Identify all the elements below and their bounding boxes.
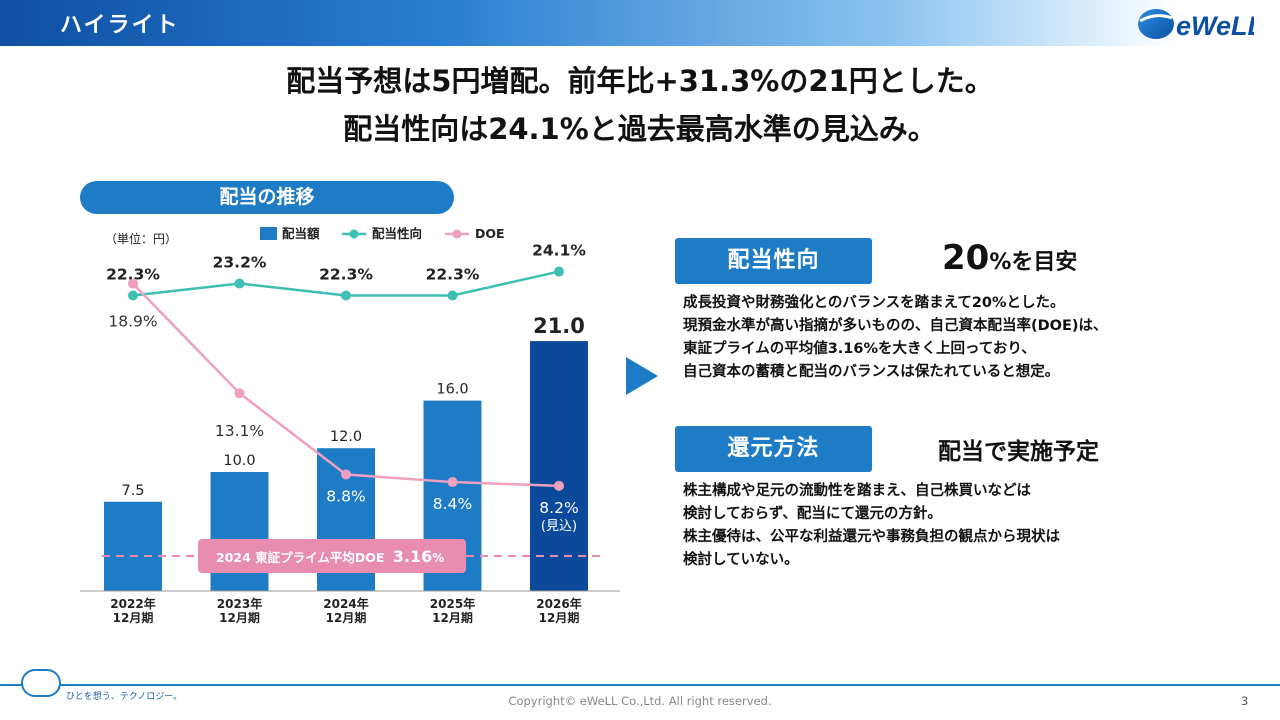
point-payout-ratio (447, 290, 458, 301)
page-number: 3 (1241, 694, 1249, 708)
bar-value-label: 7.5 (121, 483, 144, 499)
point-doe (128, 278, 138, 289)
footer-line (0, 684, 1280, 686)
legend-marker-doe (452, 229, 462, 239)
footer-logo-mark (0, 669, 61, 697)
bar-value-label: 10.0 (223, 453, 255, 469)
doe-label: 8.2% (539, 499, 578, 517)
payout-ratio-label: 24.1% (532, 242, 586, 260)
chart-section-title: 配当の推移 (80, 181, 454, 214)
legend-swatch-bar (260, 227, 277, 240)
point-payout-ratio (341, 290, 351, 301)
point-doe (554, 480, 564, 491)
x-tick-label: 12月期 (432, 610, 473, 625)
return-line: 株主優待は、公平な利益還元や事務負担の観点から現状は (683, 529, 1060, 545)
bar-dividend (104, 501, 162, 591)
return-method-description: 株主構成や足元の流動性を踏まえ、自己株買いなどは 検討しておらず、配当にて還元の… (683, 480, 1060, 572)
payout-target: 20%を目安 (942, 238, 1077, 278)
return-method-value: 配当で実施予定 (938, 439, 1099, 465)
return-method-label: 還元方法 (675, 426, 872, 472)
payout-description: 成長投資や財務強化とのバランスを踏まえて20%とした。 現預金水準が高い指摘が多… (683, 292, 1108, 384)
footer-tagline: ひとを想う、テクノロジー。 (66, 692, 183, 702)
doe-label: 13.1% (215, 422, 264, 440)
doe-label: 8.8% (326, 488, 365, 506)
dividend-chart: （単位：円） 配当額 配当性向 DOE 7.5 10.0 12.0 16.0 21.0 2024 … (80, 226, 620, 625)
bar-value-label: 16.0 (436, 382, 468, 398)
x-tick-label: 2023年 (217, 596, 262, 611)
headline-line-2: 配当性向は24.1%と過去最高水準の見込み。 (343, 112, 937, 146)
forecast-note: (見込) (541, 519, 577, 534)
payout-line: 成長投資や財務強化とのバランスを踏まえて20%とした。 (683, 295, 1065, 311)
payout-ratio-label: 22.3% (426, 266, 480, 284)
payout-target-number: 20 (942, 238, 990, 278)
payout-line: 現預金水準が高い指摘が多いものの、自己資本配当率(DOE)は、 (683, 318, 1108, 334)
x-tick-label: 2025年 (430, 596, 475, 611)
page-section-title: ハイライト (60, 13, 180, 38)
payout-ratio-label: 23.2% (213, 254, 267, 272)
point-payout-ratio (128, 290, 138, 301)
payout-line: 自己資本の蓄積と配当のバランスは保たれていると想定。 (683, 364, 1060, 380)
reference-label-box (198, 539, 466, 573)
payout-target-unit: %を目安 (989, 250, 1078, 275)
bar-dividend (210, 472, 269, 591)
point-doe (341, 469, 351, 480)
payout-ratio-label: 配当性向 (675, 238, 872, 284)
point-doe (447, 477, 458, 488)
headline-line-1: 配当予想は5円増配。前年比+31.3%の21円とした。 (286, 64, 994, 98)
x-tick-label: 12月期 (219, 610, 260, 625)
point-payout-ratio (554, 266, 564, 277)
ewell-logo: eWeLL (1138, 9, 1254, 41)
doe-label: 18.9% (108, 313, 157, 331)
bar-value-label: 21.0 (533, 314, 585, 338)
legend-label: 配当額 (282, 226, 320, 241)
payout-ratio-label: 22.3% (106, 266, 160, 284)
x-tick-label: 2022年 (110, 596, 155, 611)
legend-label: DOE (475, 226, 505, 241)
reference-label: 2024 東証プライム平均DOE 3.16% (216, 547, 444, 566)
x-tick-label: 12月期 (539, 610, 580, 625)
logo-text: eWeLL (1176, 11, 1254, 41)
header-band (0, 0, 1280, 46)
return-line: 検討していない。 (683, 552, 799, 568)
return-line: 株主構成や足元の流動性を踏まえ、自己株買いなどは (683, 483, 1031, 499)
legend-marker-payout (349, 229, 359, 239)
unit-label: （単位：円） (105, 231, 177, 246)
x-tick-label: 2026年 (536, 596, 581, 611)
doe-label: 8.4% (433, 495, 472, 513)
payout-line: 東証プライムの平均値3.16%を大きく上回っており、 (683, 341, 1036, 357)
x-tick-label: 2024年 (323, 596, 368, 611)
point-doe (234, 388, 245, 399)
point-payout-ratio (234, 278, 245, 289)
x-tick-label: 12月期 (113, 610, 154, 625)
bar-value-label: 12.0 (330, 429, 362, 445)
right-arrow-icon (626, 357, 658, 395)
copyright: Copyright© eWeLL Co.,Ltd. All right rese… (508, 694, 772, 708)
x-tick-label: 12月期 (326, 610, 367, 625)
return-line: 検討しておらず、配当にて還元の方針。 (683, 506, 942, 522)
payout-ratio-label: 22.3% (319, 266, 373, 284)
legend-label: 配当性向 (372, 226, 422, 241)
bar-dividend (530, 341, 588, 591)
